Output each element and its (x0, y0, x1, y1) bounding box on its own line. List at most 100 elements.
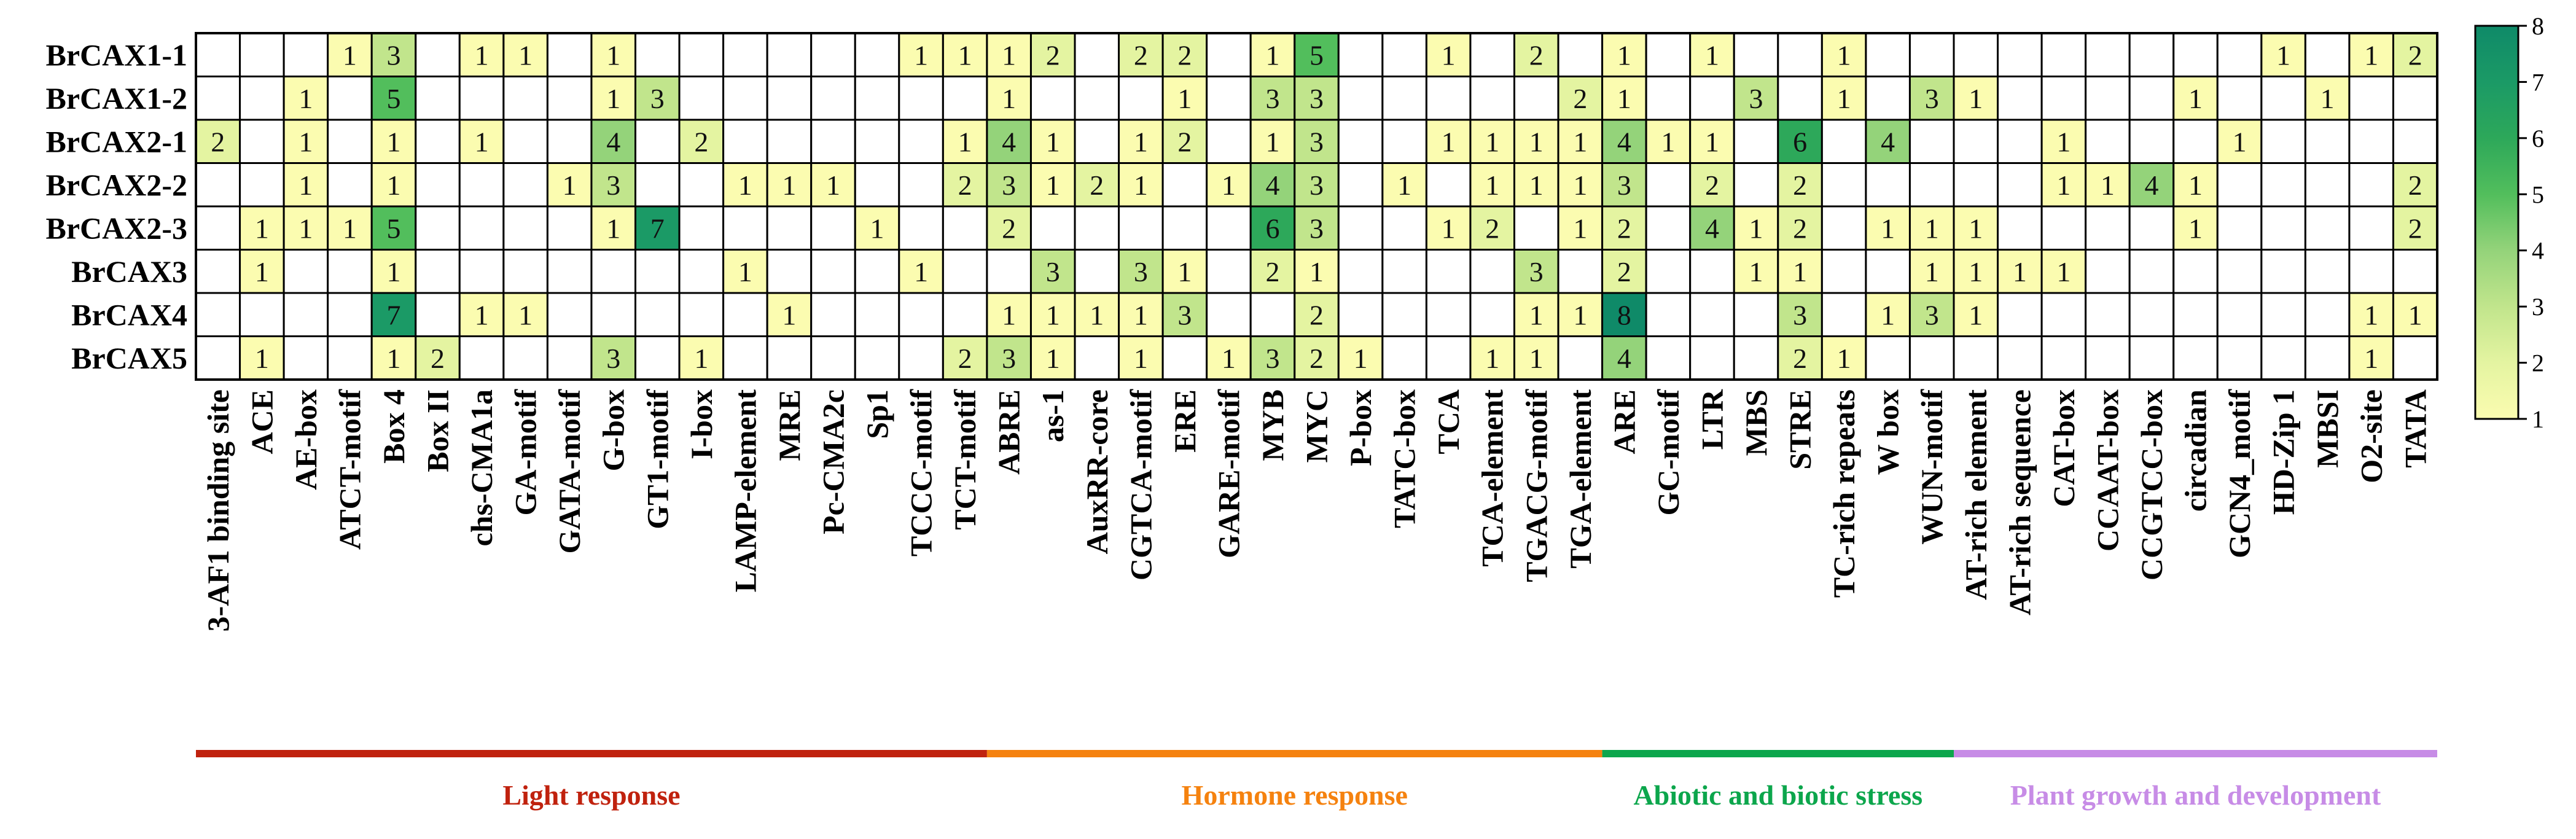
cell-value-label: 1 (782, 299, 796, 330)
cell-value-label: 2 (1529, 39, 1544, 71)
cell-value-label: 1 (1969, 213, 1983, 244)
column-label: MYC (1300, 389, 1334, 462)
heatmap-cell (722, 162, 768, 208)
column-label: GA-motif (509, 389, 543, 516)
heatmap-cell (2216, 32, 2263, 77)
cell-value-label: 3 (386, 39, 400, 71)
heatmap-cell (283, 32, 329, 77)
heatmap-cell (634, 32, 681, 77)
cell-value-label: 1 (2056, 170, 2071, 201)
cell-value-label: 3 (1177, 299, 1192, 330)
heatmap-cell (327, 76, 373, 121)
cell-value-label: 4 (1705, 213, 1719, 244)
heatmap-cell (2348, 162, 2394, 208)
column-label: Box 4 (377, 389, 411, 464)
heatmap-cell (1161, 162, 1208, 208)
cell-value-label: 1 (2364, 39, 2378, 71)
heatmap-cell (2172, 119, 2219, 164)
heatmap-cell (415, 205, 461, 251)
heatmap-cell (2085, 162, 2131, 208)
heatmap-cell (810, 32, 856, 77)
heatmap-cell (1206, 32, 1252, 77)
heatmap-cell (942, 76, 988, 121)
cell-value-label: 3 (1309, 83, 1324, 114)
column-label: AuxRR-core (1080, 389, 1114, 554)
column-label: GATA-motif (552, 389, 587, 554)
heatmap-cell (2260, 119, 2306, 164)
heatmap-cell (1733, 205, 1779, 251)
heatmap-cell (2392, 119, 2438, 164)
heatmap-cell (2260, 292, 2306, 337)
heatmap-cell (283, 335, 329, 381)
heatmap-cell (2085, 292, 2131, 337)
cell-value-label: 1 (2276, 39, 2290, 71)
cell-value-label: 1 (386, 256, 400, 287)
cell-value-label: 2 (694, 126, 708, 157)
heatmap-border (195, 32, 2439, 381)
column-label: O2-site (2354, 389, 2389, 483)
row-label: BrCAX2-1 (45, 124, 187, 158)
column-label: GARE-motif (1211, 389, 1246, 558)
heatmap-cell (986, 205, 1032, 251)
heatmap-cell (2348, 32, 2394, 77)
heatmap-cell (2040, 335, 2087, 381)
cell-value-label: 2 (1793, 343, 1807, 374)
cell-value-label: 2 (1177, 126, 1192, 157)
heatmap-cell (2260, 335, 2306, 381)
column-label: TCT-motif (948, 389, 982, 530)
heatmap-cell (1074, 32, 1120, 77)
heatmap-cell (2304, 162, 2351, 208)
heatmap-cell (722, 76, 768, 121)
heatmap-cell (2348, 249, 2394, 294)
colorbar-gradient (2474, 25, 2519, 420)
heatmap-cell (1118, 249, 1164, 294)
heatmap-cell (1908, 162, 1955, 208)
heatmap-cell (2040, 205, 2087, 251)
heatmap-cell (2085, 335, 2131, 381)
column-label: chs-CMA1a (464, 389, 499, 547)
cell-value-label: 2 (1309, 299, 1324, 330)
row-label: BrCAX2-2 (45, 168, 187, 202)
cell-value-label: 6 (1265, 213, 1279, 244)
column-labels: 3-AF1 binding site ACE AE-box ATCT-motif Box… (201, 389, 2432, 632)
row-label: BrCAX4 (71, 297, 187, 332)
heatmap-cell (1074, 335, 1120, 381)
heatmap-cell (327, 205, 373, 251)
cell-value-label: 1 (1442, 39, 1456, 71)
cell-value-label: 1 (1749, 256, 1763, 287)
heatmap-cell (327, 292, 373, 337)
cell-value-label: 1 (1925, 256, 1939, 287)
heatmap-cell (1337, 249, 1384, 294)
heatmap-cell (1469, 32, 1515, 77)
heatmap-cell (2392, 335, 2438, 381)
heatmap-cell (590, 335, 637, 381)
heatmap-cell (1865, 32, 1911, 77)
heatmap-cell (1689, 76, 1735, 121)
cell-value-label: 1 (1837, 83, 1851, 114)
cell-value-label: 1 (782, 170, 796, 201)
heatmap-cell (2172, 335, 2219, 381)
column-label: TATC-box (1388, 389, 1422, 528)
heatmap-cell (590, 249, 637, 294)
column-label: LAMP-element (728, 389, 762, 593)
column-label: P-box (1343, 389, 1378, 466)
colorbar: 1 2 3 4 5 6 7 8 (2474, 12, 2544, 433)
heatmap-cell (898, 119, 944, 164)
colorbar-tick-label: 6 (2532, 125, 2544, 152)
cell-value-label: 5 (386, 213, 400, 244)
cell-value-label: 1 (1134, 126, 1148, 157)
heatmap-cell (1513, 162, 1559, 208)
heatmap-cell (195, 32, 241, 77)
cell-value-label: 4 (2144, 170, 2158, 201)
heatmap-cell (1821, 119, 1867, 164)
column-label: WUN-motif (1914, 389, 1949, 545)
cell-value-label: 2 (1002, 213, 1016, 244)
heatmap-cell (1381, 76, 1427, 121)
heatmap-cell (1074, 205, 1120, 251)
heatmap-cell (1337, 119, 1384, 164)
column-label: GT1-motif (640, 389, 674, 529)
cell-value-label: 1 (1002, 299, 1016, 330)
column-label: CCGTCC-box (2134, 389, 2169, 580)
cell-value-label: 1 (914, 39, 928, 71)
cell-value-label: 5 (386, 83, 400, 114)
